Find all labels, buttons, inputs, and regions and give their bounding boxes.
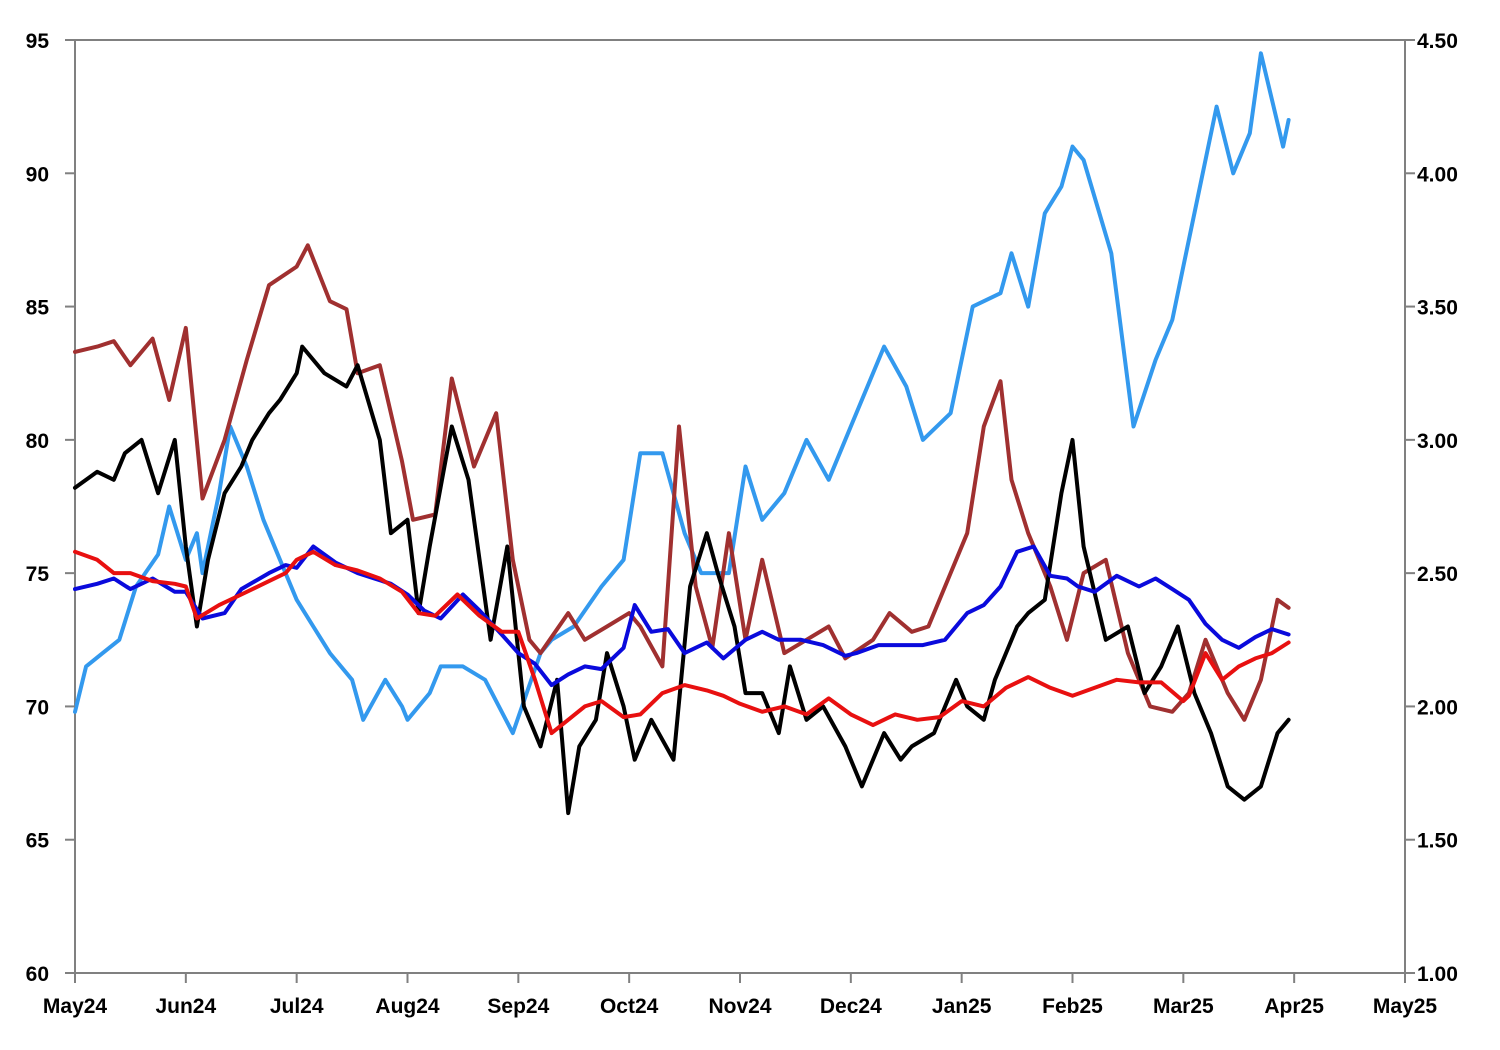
x-tick-label: May25 [1373, 995, 1438, 1018]
y-right-tick-label: 1.50 [1417, 830, 1458, 853]
x-tick-label: Sep24 [487, 995, 549, 1018]
x-tick-label: Mar25 [1153, 995, 1214, 1018]
series-line-2 [73, 243, 1291, 722]
y-right-tick-label: 4.50 [1417, 30, 1458, 53]
y-left-tick-label: 80 [26, 430, 49, 453]
y-left-tick-label: 60 [26, 963, 49, 986]
y-right-tick-label: 3.50 [1417, 297, 1458, 320]
x-tick-label: Jan25 [932, 995, 992, 1018]
x-tick-label: Jul24 [270, 995, 324, 1018]
y-left-tick-label: 75 [26, 563, 50, 586]
y-right-tick-label: 2.50 [1417, 563, 1458, 586]
x-tick-label: Oct24 [600, 995, 659, 1018]
y-left-tick-label: 65 [26, 830, 50, 853]
series-line-3 [73, 344, 1291, 816]
y-right-tick-label: 2.00 [1417, 696, 1458, 719]
x-tick-label: May24 [43, 995, 108, 1018]
x-tick-label: Apr25 [1264, 995, 1324, 1018]
series-line-1 [73, 51, 1291, 736]
x-tick-label: Jun24 [155, 995, 216, 1018]
y-left-tick-label: 85 [26, 297, 50, 320]
x-tick-label: Aug24 [375, 995, 440, 1018]
series-line-5 [73, 549, 1291, 736]
y-left-tick-label: 90 [26, 163, 49, 186]
x-tick-label: Nov24 [708, 995, 771, 1018]
x-tick-label: Dec24 [820, 995, 882, 1018]
y-right-tick-label: 1.00 [1417, 963, 1458, 986]
y-right-tick-label: 4.00 [1417, 163, 1458, 186]
y-left-tick-label: 70 [26, 696, 49, 719]
y-left-tick-label: 95 [26, 30, 50, 53]
axis-layer: 60 65 70 75 80 85 90 95 1.00 1.50 2.00 2.50 3.00 3.50… [26, 30, 1458, 1018]
series-line-4 [73, 544, 1291, 688]
x-tick-label: Feb25 [1042, 995, 1103, 1018]
series-layer [73, 51, 1291, 816]
y-right-tick-label: 3.00 [1417, 430, 1458, 453]
